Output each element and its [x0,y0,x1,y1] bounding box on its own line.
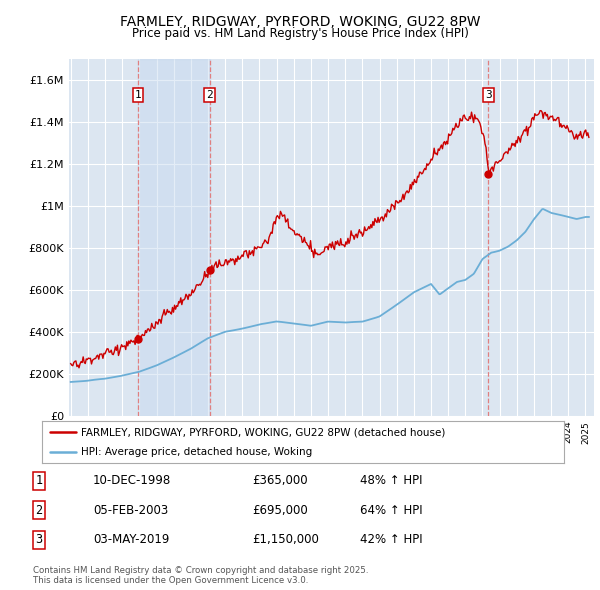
Text: Contains HM Land Registry data © Crown copyright and database right 2025.
This d: Contains HM Land Registry data © Crown c… [33,566,368,585]
Text: 2: 2 [35,504,43,517]
Text: 2: 2 [206,90,213,100]
Text: £695,000: £695,000 [252,504,308,517]
Text: 1: 1 [35,474,43,487]
Text: 3: 3 [35,533,43,546]
Bar [138,59,209,416]
Text: 03-MAY-2019: 03-MAY-2019 [93,533,169,546]
Text: 64% ↑ HPI: 64% ↑ HPI [360,504,422,517]
Text: 05-FEB-2003: 05-FEB-2003 [93,504,168,517]
Text: Price paid vs. HM Land Registry's House Price Index (HPI): Price paid vs. HM Land Registry's House … [131,27,469,40]
Text: 42% ↑ HPI: 42% ↑ HPI [360,533,422,546]
Text: 10-DEC-1998: 10-DEC-1998 [93,474,171,487]
Text: 48% ↑ HPI: 48% ↑ HPI [360,474,422,487]
Text: HPI: Average price, detached house, Woking: HPI: Average price, detached house, Woki… [81,447,313,457]
Text: 1: 1 [134,90,142,100]
Text: 3: 3 [485,90,491,100]
Text: £365,000: £365,000 [252,474,308,487]
Text: FARMLEY, RIDGWAY, PYRFORD, WOKING, GU22 8PW (detached house): FARMLEY, RIDGWAY, PYRFORD, WOKING, GU22 … [81,427,446,437]
Text: FARMLEY, RIDGWAY, PYRFORD, WOKING, GU22 8PW: FARMLEY, RIDGWAY, PYRFORD, WOKING, GU22 … [120,15,480,29]
Text: £1,150,000: £1,150,000 [252,533,319,546]
